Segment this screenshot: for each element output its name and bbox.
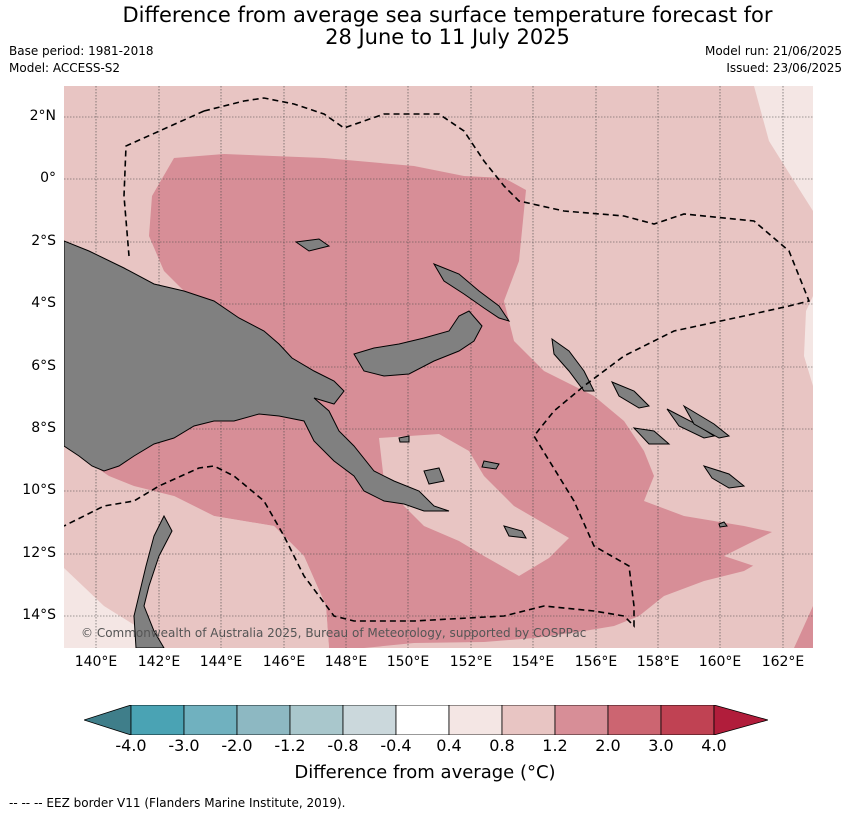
colorbar-tick: 0.8: [489, 736, 515, 755]
colorbar-title: Difference from average (°C): [294, 762, 556, 783]
colorbar-bin: [130, 705, 185, 735]
lon-label: 148°E: [324, 654, 368, 670]
lon-label: 146°E: [262, 654, 306, 670]
land-new-guinea: [64, 240, 450, 512]
copyright-notice: © Commonwealth of Australia 2025, Bureau…: [81, 626, 587, 640]
title-line-2: 28 June to 11 July 2025: [325, 25, 570, 49]
colorbar-tick: -0.8: [327, 736, 359, 755]
colorbar-tick: -2.0: [221, 736, 253, 755]
colorbar-tick: -0.4: [380, 736, 412, 755]
anomaly-band-0-8-1-2-inner: [379, 434, 569, 576]
lon-label: 150°E: [386, 654, 430, 670]
land-louisiade-1: [481, 460, 500, 470]
meta-right: Model run: 21/06/2025 Issued: 23/06/2025: [705, 43, 842, 77]
meta-left: Base period: 1981-2018 Model: ACCESS-S2: [9, 43, 154, 77]
land-cape-york: [133, 514, 173, 648]
anomaly-band-0-4-0-8-ne: [754, 86, 813, 211]
lat-label: 8°S: [31, 420, 56, 436]
land-rennell: [718, 521, 728, 528]
land-manus: [294, 238, 331, 252]
colorbar-bin: [660, 705, 715, 735]
colorbar-under-triangle: [84, 705, 132, 735]
anomaly-band-1-2-2-0: [89, 154, 772, 648]
base-period: Base period: 1981-2018: [9, 44, 154, 58]
lon-label: 152°E: [449, 654, 493, 670]
colorbar-tick: 3.0: [648, 736, 674, 755]
anomaly-band-0-4-0-8-sw: [64, 568, 144, 648]
lat-label: 12°S: [22, 545, 56, 561]
lat-label: 2°N: [29, 108, 56, 124]
colorbar: [84, 705, 768, 735]
land-bougainville: [551, 337, 595, 392]
colorbar-tick: 2.0: [595, 736, 621, 755]
colorbar-tick: -4.0: [115, 736, 147, 755]
colorbar-tick: 4.0: [701, 736, 727, 755]
colorbar-tick: -1.2: [274, 736, 306, 755]
land-choiseul: [610, 381, 651, 409]
colorbar-tick: 1.2: [542, 736, 568, 755]
lat-label: 2°S: [31, 233, 56, 249]
lat-label: 6°S: [31, 358, 56, 374]
lon-label: 160°E: [698, 654, 742, 670]
eez-footnote: -- -- -- EEZ border V11 (Flanders Marine…: [9, 796, 346, 810]
lat-label: 10°S: [22, 482, 56, 498]
lon-label: 142°E: [137, 654, 181, 670]
lat-label: 4°S: [31, 295, 56, 311]
land-masses: [64, 238, 746, 648]
colorbar-tick: 0.4: [436, 736, 462, 755]
anomaly-band-0-8-1-2-south: [144, 496, 329, 648]
lat-label: 14°S: [22, 607, 56, 623]
lon-label: 154°E: [511, 654, 555, 670]
colorbar-bin: [183, 705, 238, 735]
land-dentrecasteaux: [423, 467, 445, 485]
colorbar-bin: [289, 705, 344, 735]
issued-date: Issued: 23/06/2025: [726, 61, 842, 75]
colorbar-bin: [501, 705, 556, 735]
anomaly-band-1-2-2-0-se: [794, 606, 813, 648]
land-makira: [702, 465, 746, 489]
title-line-1: Difference from average sea surface temp…: [122, 3, 773, 27]
model-name: Model: ACCESS-S2: [9, 61, 121, 75]
colorbar-bin: [448, 705, 503, 735]
lon-label: 158°E: [636, 654, 680, 670]
land-malaita: [682, 404, 731, 439]
colorbar-bin: [554, 705, 609, 735]
land-guadalcanal: [632, 427, 671, 445]
colorbar-tick: -3.0: [168, 736, 200, 755]
colorbar-bin: [342, 705, 397, 735]
land-louisiade-2: [503, 525, 527, 539]
land-new-britain: [353, 310, 483, 377]
colorbar-bin: [236, 705, 291, 735]
colorbar-over-triangle: [713, 705, 768, 735]
chart-title: Difference from average sea surface temp…: [0, 4, 850, 48]
eez-border: [64, 97, 811, 628]
land-new-ireland: [432, 262, 511, 322]
lon-label: 144°E: [199, 654, 243, 670]
lat-label: 0°: [40, 170, 56, 186]
colorbar-bin: [395, 705, 450, 735]
lon-label: 162°E: [761, 654, 805, 670]
anomaly-band-0-8-1-2-se: [724, 532, 772, 566]
colorbar-bin: [607, 705, 662, 735]
sst-anomaly-map[interactable]: [64, 86, 813, 648]
anomaly-band-0-4-0-8-e: [804, 296, 813, 386]
lon-label: 156°E: [574, 654, 618, 670]
land-santa-isabel: [666, 408, 716, 439]
lon-label: 140°E: [74, 654, 118, 670]
model-run: Model run: 21/06/2025: [704, 44, 842, 58]
land-trobriand: [398, 435, 410, 443]
